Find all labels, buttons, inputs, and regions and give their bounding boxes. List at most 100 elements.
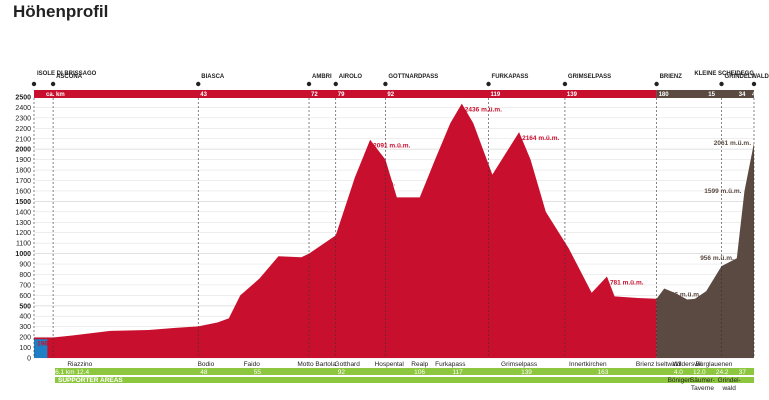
header-km-value: 72 [311, 92, 318, 98]
pass-name-label: ISOLE DI BRISSAGO [37, 71, 97, 77]
pass-marker-dot [719, 81, 724, 87]
header-bar-descent [656, 90, 754, 98]
y-tick-label: 1200 [15, 230, 31, 237]
y-tick-label: 1300 [15, 220, 31, 227]
elevation-label: 2164 m.ü.m. [522, 135, 559, 142]
bottom-km-value: 4.0 [674, 369, 683, 376]
page-title: Höhenprofil [13, 2, 109, 21]
place-name-label: Burglauenen [695, 361, 732, 368]
elevation-label: 1599 m.ü.m. [704, 188, 741, 195]
y-tick-label: 1100 [16, 241, 31, 248]
elevation-label: 196 m.ü.m. [37, 341, 71, 348]
y-tick-label: 400 [19, 314, 31, 321]
profile-area-climb [34, 103, 657, 358]
place-name-label: Riazzino [67, 361, 92, 368]
y-tick-label: 1600 [15, 188, 31, 195]
header-km-value: 42.2 [752, 92, 764, 98]
place-name-label: Realp [411, 361, 428, 368]
pass-marker-dot [751, 81, 757, 87]
elevation-label: 956 m.ü.m. [700, 255, 734, 262]
y-tick-label: 1900 [15, 157, 31, 164]
elevation-label: 566 m.ü.m. [698, 302, 732, 309]
bottom-km-value: 6.1 km 12.4 [55, 369, 89, 376]
header-km-value: 43 [200, 92, 207, 98]
y-tick-label: 800 [19, 272, 31, 279]
pass-name-label: GRINDELWALD GRUND [725, 74, 769, 80]
bottom-km-value: 117 [452, 369, 463, 376]
bottom-km-value: 48 [200, 369, 208, 376]
profile-area-descent [656, 142, 754, 358]
place-name-label: Wilderswil [673, 361, 703, 368]
y-tick-label: 1700 [15, 178, 31, 185]
header-km-value: 15 [708, 92, 715, 98]
y-tick-label: 500 [19, 303, 31, 310]
bottom-km-value: 24.2 [716, 369, 729, 376]
bottom-km-value: 163 [597, 369, 608, 376]
pass-marker-dot [31, 81, 37, 87]
elevation-label: 1175 m.ü.m. [339, 238, 376, 245]
pass-marker-dot [486, 81, 491, 87]
place-name-label: Faido [244, 361, 261, 368]
header-km-value: 119 [491, 92, 501, 98]
y-tick-label: 0 [27, 356, 31, 363]
elevation-label: 781 m.ü.m. [610, 279, 644, 286]
elevation-label: 625 m.ü.m. [595, 296, 629, 303]
header-km-value: 139 [567, 92, 578, 98]
bottom-km-bar [55, 368, 754, 375]
elevation-label: 975 m.ü.m. [281, 259, 315, 266]
header-km-value: 79 [338, 92, 345, 98]
place-name-label: Brienz [636, 361, 654, 368]
pass-name-label: GOTTNARDPASS [388, 74, 438, 80]
bottom-km-value: 139 [521, 369, 532, 376]
place-name-label: Grimselpass [501, 361, 538, 368]
elevation-label: 1538 m.ü.m. [411, 200, 448, 207]
pass-marker-dot [654, 81, 659, 87]
header-km-value: 180 [659, 92, 670, 98]
pass-name-label: AIROLO [339, 74, 363, 80]
place-name-label: Hospental [375, 361, 405, 368]
start-block [34, 339, 48, 358]
header-km-value: 34 [739, 92, 746, 98]
y-tick-label: 2300 [15, 115, 31, 122]
elevation-label: 2436 m.ü.m. [465, 107, 502, 114]
place-name-label: Gotthard [335, 361, 361, 368]
y-tick-label: 900 [19, 262, 31, 269]
pass-name-label: BIASCA [201, 74, 225, 80]
pass-marker-dot [562, 81, 568, 87]
y-tick-label: 1400 [15, 209, 31, 216]
header-bar-climb [34, 90, 657, 98]
header-km-value: 92 [387, 92, 394, 98]
place-name-label: Furkapass [435, 361, 466, 368]
place-name-label: Bönigen [668, 377, 692, 384]
place-name-label: Säumer- [690, 377, 715, 384]
elevation-label: 1757 m.ü.m. [495, 178, 532, 185]
place-name-label: Grindel- [718, 377, 741, 384]
pass-marker-dot [306, 81, 312, 87]
pass-name-label: ASCONA [56, 74, 83, 80]
pass-marker-dot [50, 81, 56, 87]
y-tick-label: 2000 [15, 147, 31, 154]
place-name-label: wald [721, 385, 736, 392]
y-tick-label: 2500 [15, 95, 31, 102]
bottom-km-value: 92 [338, 369, 346, 376]
elevation-label: 666 m.ü.m. [667, 291, 701, 298]
elevation-label: 2091 m.ü.m. [373, 143, 410, 150]
pass-marker-dot [333, 81, 338, 87]
pass-name-label: GRIMSELPASS [568, 74, 611, 80]
y-tick-label: 100 [19, 345, 31, 352]
supporter-bar [55, 377, 754, 383]
header-km-label: ca. km [46, 92, 65, 98]
y-tick-label: 1000 [15, 251, 31, 258]
place-name-label: Taverne [691, 385, 715, 392]
place-name-label: Bodio [198, 361, 215, 368]
bottom-km-value: 106 [414, 369, 425, 376]
y-tick-label: 700 [19, 282, 31, 289]
bottom-km-value: 12.0 [693, 369, 706, 376]
y-tick-label: 2200 [15, 126, 31, 133]
bottom-km-value: 55 [254, 369, 262, 376]
y-tick-label: 1800 [15, 168, 31, 175]
pass-marker-dot [196, 81, 201, 87]
elevation-label: 2061 m.ü.m. [714, 140, 751, 147]
pass-name-label: FURKAPASS [492, 74, 529, 80]
